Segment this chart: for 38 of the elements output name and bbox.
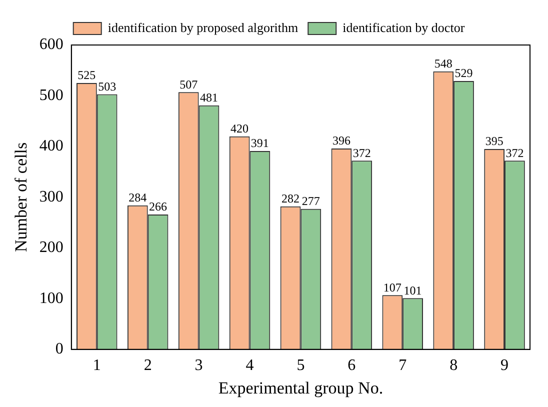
data-label: 101: [404, 283, 422, 298]
data-label: 548: [434, 56, 452, 71]
data-label: 372: [352, 146, 371, 160]
x-axis-title: Experimental group No.: [218, 378, 384, 398]
y-tick-label: 0: [55, 340, 64, 358]
data-label: 372: [506, 146, 524, 160]
data-label: 396: [332, 134, 350, 148]
data-label: 277: [302, 194, 320, 208]
data-label: 525: [78, 68, 96, 82]
x-tick-label: 2: [144, 357, 152, 374]
data-label: 395: [485, 134, 504, 148]
y-tick-label: 500: [39, 86, 64, 104]
y-tick-label: 400: [39, 138, 64, 155]
data-label: 266: [149, 200, 168, 214]
data-label: 282: [282, 191, 300, 206]
data-label: 284: [128, 190, 147, 204]
x-tick-label: 3: [194, 357, 203, 374]
y-axis-title: Number of cells: [12, 142, 31, 252]
legend-label: identification by proposed algorithm: [108, 20, 298, 35]
x-tick-label: 6: [348, 357, 356, 374]
data-label: 529: [454, 66, 473, 80]
x-tick-label: 7: [398, 357, 407, 374]
y-tick-label: 100: [39, 290, 64, 307]
x-tick-label: 8: [450, 357, 458, 374]
y-tick-label: 300: [39, 188, 64, 206]
y-tick-label: 200: [39, 239, 64, 256]
legend-label: identification by doctor: [342, 20, 466, 35]
data-label: 107: [383, 280, 402, 294]
y-tick-label: 600: [39, 36, 64, 54]
data-label: 507: [180, 77, 198, 92]
data-label: 503: [98, 79, 116, 94]
x-tick-label: 4: [246, 357, 254, 374]
x-tick-label: 9: [500, 357, 509, 374]
data-label: 391: [250, 136, 269, 150]
x-tick-label: 5: [296, 357, 305, 374]
data-label: 481: [200, 90, 218, 105]
data-label: 420: [230, 121, 249, 136]
x-tick-label: 1: [92, 357, 101, 374]
